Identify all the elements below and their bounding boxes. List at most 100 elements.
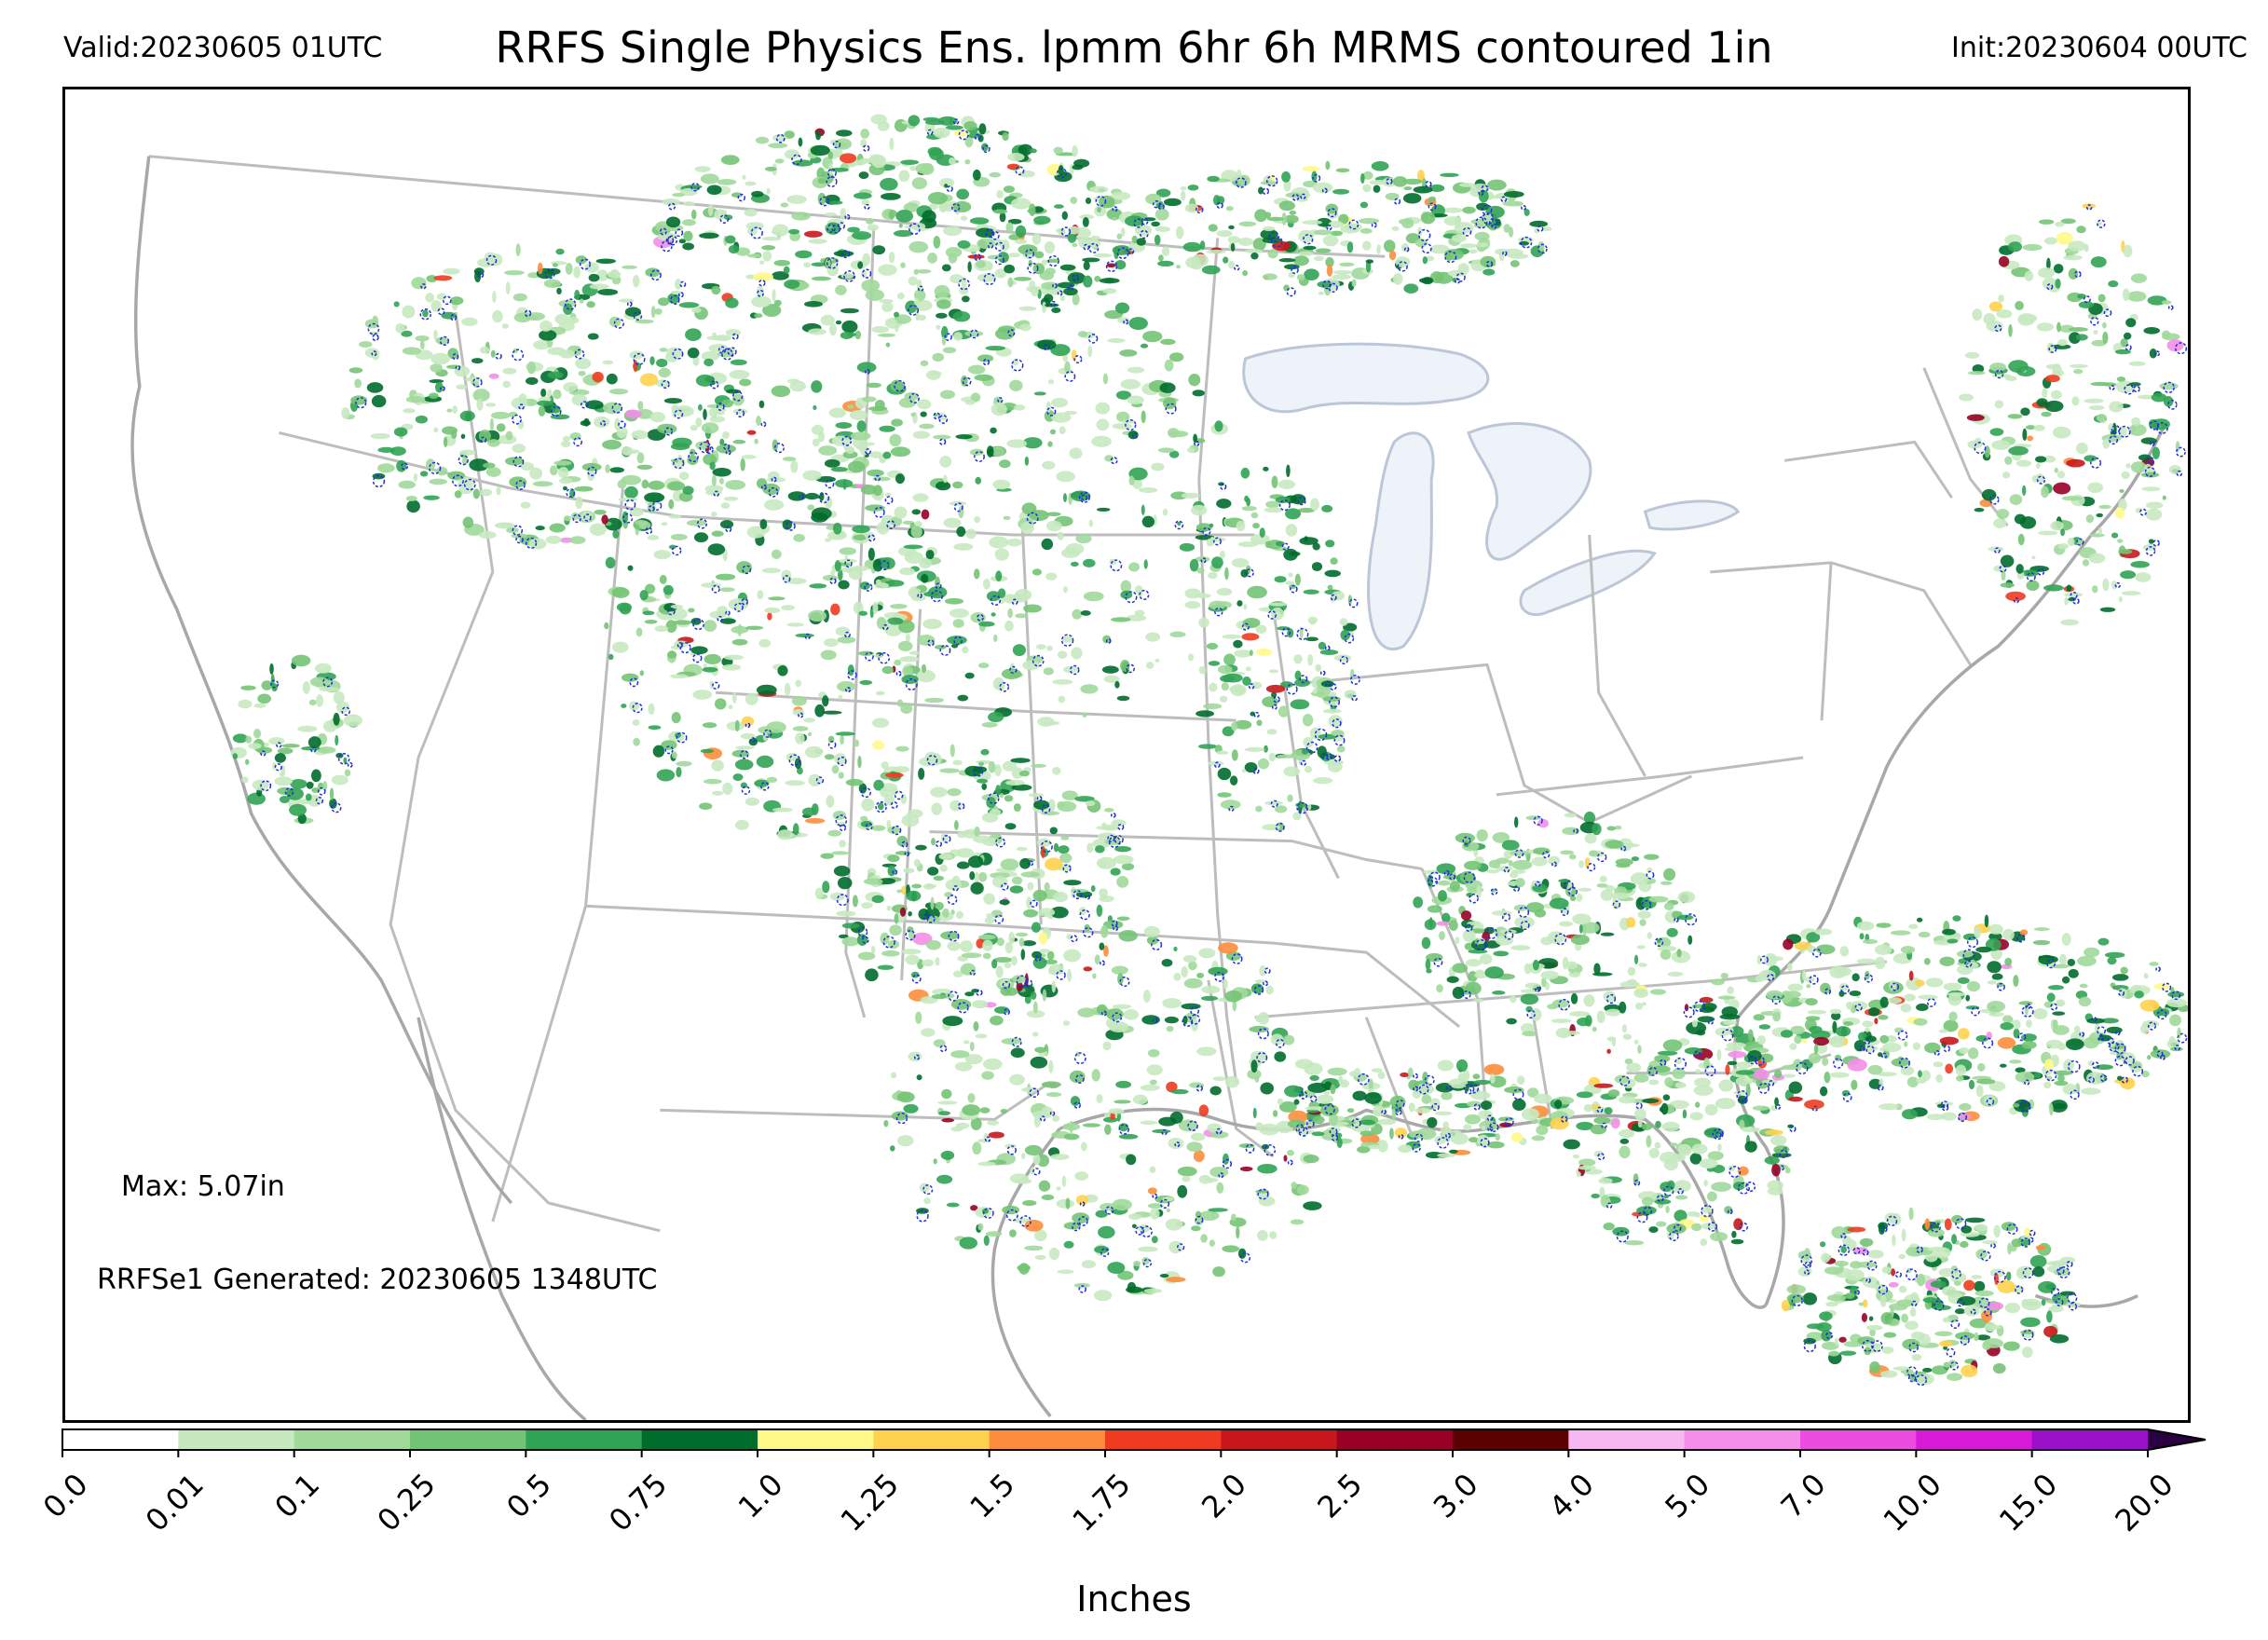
mrms-contour bbox=[740, 750, 749, 759]
precip-cell bbox=[1842, 1236, 1851, 1246]
mrms-contour bbox=[844, 559, 853, 567]
mrms-contour bbox=[1333, 755, 1342, 762]
precip-cell bbox=[992, 479, 1011, 490]
precip-cell bbox=[1646, 932, 1653, 939]
mrms-contour bbox=[1257, 1188, 1269, 1200]
precip-cell bbox=[1013, 1218, 1031, 1223]
precip-cell bbox=[1111, 819, 1127, 827]
precip-cell bbox=[1790, 1025, 1805, 1035]
mrms-contour bbox=[916, 1210, 929, 1223]
precip-cell bbox=[1947, 992, 1966, 997]
precip-cell bbox=[1402, 178, 1423, 185]
precip-cell bbox=[1266, 729, 1277, 735]
precip-cell bbox=[771, 385, 791, 398]
precip-cell bbox=[973, 1020, 979, 1032]
precip-cell bbox=[579, 298, 584, 304]
mrms-contour bbox=[1329, 696, 1341, 708]
precip-cell bbox=[995, 570, 1003, 581]
precip-cell bbox=[890, 603, 908, 609]
precip-cell bbox=[1268, 602, 1288, 607]
precip-cell bbox=[941, 336, 947, 346]
precip-cell bbox=[1015, 932, 1029, 937]
precip-cell bbox=[980, 748, 990, 756]
precip-cell bbox=[1067, 272, 1086, 284]
mrms-contour bbox=[1463, 871, 1476, 883]
precip-cell bbox=[1201, 265, 1221, 275]
precip-cell bbox=[1162, 998, 1182, 1009]
mrms-contour bbox=[515, 480, 526, 490]
precip-cell bbox=[746, 526, 766, 539]
mrms-contour bbox=[1267, 610, 1277, 620]
precip-cell bbox=[1061, 790, 1078, 800]
precip-cell bbox=[1277, 1098, 1283, 1105]
mrms-contour bbox=[835, 814, 848, 827]
precip-cell bbox=[1250, 1059, 1258, 1073]
mrms-contour bbox=[2125, 344, 2132, 351]
mrms-contour bbox=[1964, 960, 1973, 968]
precip-cell bbox=[834, 559, 841, 572]
precip-cell bbox=[1606, 1036, 1617, 1042]
precip-cell bbox=[1000, 1109, 1008, 1114]
precip-cell bbox=[1080, 684, 1099, 694]
precip-cell bbox=[2064, 592, 2084, 597]
precip-cell bbox=[2067, 958, 2076, 966]
precip-cell bbox=[1671, 950, 1691, 964]
precip-cell bbox=[296, 799, 317, 805]
precip-cell bbox=[1376, 244, 1381, 255]
mrms-contour bbox=[1296, 627, 1309, 640]
precip-cell bbox=[1113, 854, 1134, 865]
mrms-contour bbox=[632, 703, 643, 714]
precip-cell bbox=[636, 452, 645, 464]
precip-cell bbox=[1139, 487, 1158, 493]
precip-cell bbox=[1196, 1046, 1217, 1057]
precip-cell bbox=[1428, 201, 1432, 207]
mrms-contour bbox=[815, 776, 825, 785]
precip-cell bbox=[1303, 589, 1319, 594]
mrms-contour bbox=[1674, 1223, 1682, 1232]
precip-cell bbox=[735, 247, 751, 256]
precip-cell bbox=[1128, 562, 1141, 572]
precip-cell bbox=[543, 279, 561, 289]
precip-cell bbox=[1443, 216, 1462, 226]
mrms-contour bbox=[1443, 869, 1450, 876]
precip-cell bbox=[1951, 1214, 1963, 1224]
precip-cell bbox=[1496, 218, 1501, 226]
precip-cell bbox=[443, 267, 460, 275]
precip-cell bbox=[1209, 1239, 1215, 1247]
precip-cell bbox=[1085, 800, 1096, 807]
precip-cell bbox=[1957, 977, 1970, 984]
precip-cell bbox=[1965, 1005, 1980, 1010]
precip-cell bbox=[1802, 1292, 1818, 1305]
precip-cell bbox=[2021, 485, 2027, 497]
precip-cell bbox=[2121, 471, 2130, 480]
precip-cell bbox=[2055, 999, 2066, 1007]
precip-cell bbox=[867, 469, 884, 477]
precip-cell bbox=[2095, 1022, 2100, 1035]
mrms-contour bbox=[1427, 876, 1439, 887]
precip-cell bbox=[1118, 1133, 1139, 1140]
precip-cell bbox=[1015, 613, 1028, 619]
precip-cell bbox=[1030, 1167, 1035, 1175]
precip-cell bbox=[2026, 580, 2040, 592]
precip-cell bbox=[967, 364, 986, 375]
precip-cell bbox=[711, 759, 724, 772]
precip-cell bbox=[621, 704, 627, 708]
precip-cell bbox=[1065, 1197, 1071, 1210]
precip-cell bbox=[941, 264, 951, 272]
precip-cell bbox=[682, 201, 695, 207]
precip-cell bbox=[319, 687, 339, 692]
precip-cell bbox=[1175, 226, 1184, 239]
precip-cell bbox=[2043, 237, 2058, 245]
precip-cell bbox=[1894, 1027, 1904, 1033]
precip-cell bbox=[954, 130, 970, 137]
precip-cell bbox=[1892, 1366, 1910, 1371]
precip-cell bbox=[787, 378, 800, 384]
precip-cell bbox=[1655, 1120, 1661, 1128]
precip-cell bbox=[1486, 1141, 1505, 1149]
precip-cell bbox=[950, 608, 969, 619]
precip-cell bbox=[2015, 564, 2024, 574]
precip-cell bbox=[828, 200, 843, 205]
mrms-contour bbox=[1958, 1112, 1968, 1122]
precip-cell bbox=[2043, 1325, 2058, 1338]
mrms-contour bbox=[733, 602, 744, 612]
